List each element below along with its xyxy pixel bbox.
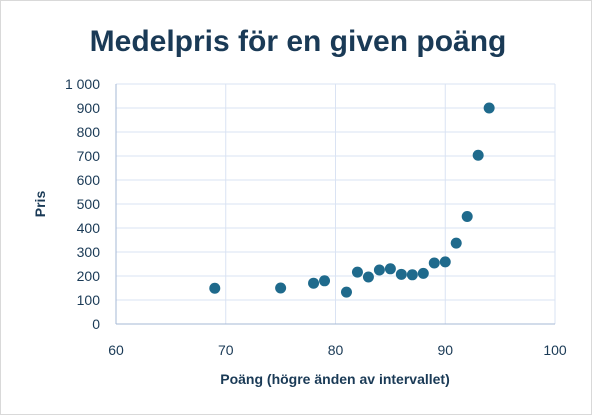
data-point	[275, 282, 287, 294]
axes	[115, 84, 555, 325]
y-tick-label: 900	[77, 100, 101, 116]
data-point	[362, 271, 374, 283]
y-tick-label: 700	[77, 148, 101, 164]
data-point	[472, 149, 484, 161]
tick-labels: 0 100 200 300 400 500 600 700 800 900 1 000 60 70 80 9…	[65, 76, 567, 358]
data-point	[439, 256, 451, 268]
data-point	[319, 275, 331, 287]
data-point	[209, 282, 221, 294]
y-tick-label: 1 000	[65, 76, 100, 92]
data-point	[384, 263, 396, 275]
x-tick-label: 100	[543, 342, 567, 358]
data-point	[483, 102, 495, 114]
data-point	[417, 267, 429, 279]
data-point	[450, 237, 462, 249]
x-axis-title: Poäng (högre änden av intervallet)	[220, 371, 450, 387]
y-tick-label: 200	[77, 268, 101, 284]
data-point	[461, 210, 473, 222]
data-points	[209, 102, 495, 298]
data-point	[428, 257, 440, 269]
data-point	[351, 266, 363, 278]
x-tick-label: 80	[328, 342, 344, 358]
x-tick-label: 70	[218, 342, 234, 358]
y-tick-label: 500	[77, 196, 101, 212]
gridlines	[116, 83, 556, 324]
y-tick-label: 300	[77, 244, 101, 260]
chart-title: Medelpris för en given poäng	[90, 25, 507, 58]
data-point	[340, 286, 352, 298]
y-tick-label: 400	[77, 220, 101, 236]
y-tick-label: 0	[92, 316, 100, 332]
data-point	[406, 269, 418, 281]
data-point	[308, 277, 320, 289]
x-tick-label: 60	[108, 342, 124, 358]
x-tick-label: 90	[437, 342, 453, 358]
y-tick-label: 600	[77, 172, 101, 188]
data-point	[373, 264, 385, 276]
data-point	[395, 268, 407, 280]
y-axis-title: Pris	[32, 191, 48, 218]
y-tick-label: 100	[77, 292, 101, 308]
y-tick-label: 800	[77, 124, 101, 140]
